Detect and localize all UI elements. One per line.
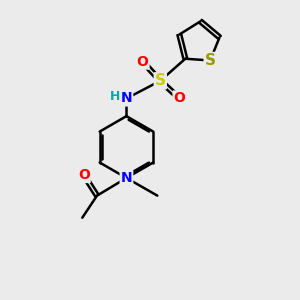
- Text: N: N: [121, 171, 132, 185]
- Text: H: H: [110, 91, 120, 103]
- Text: O: O: [173, 92, 185, 106]
- Text: S: S: [155, 73, 166, 88]
- Text: O: O: [137, 55, 148, 69]
- Text: O: O: [78, 168, 90, 182]
- Text: N: N: [121, 92, 132, 106]
- Text: S: S: [205, 53, 216, 68]
